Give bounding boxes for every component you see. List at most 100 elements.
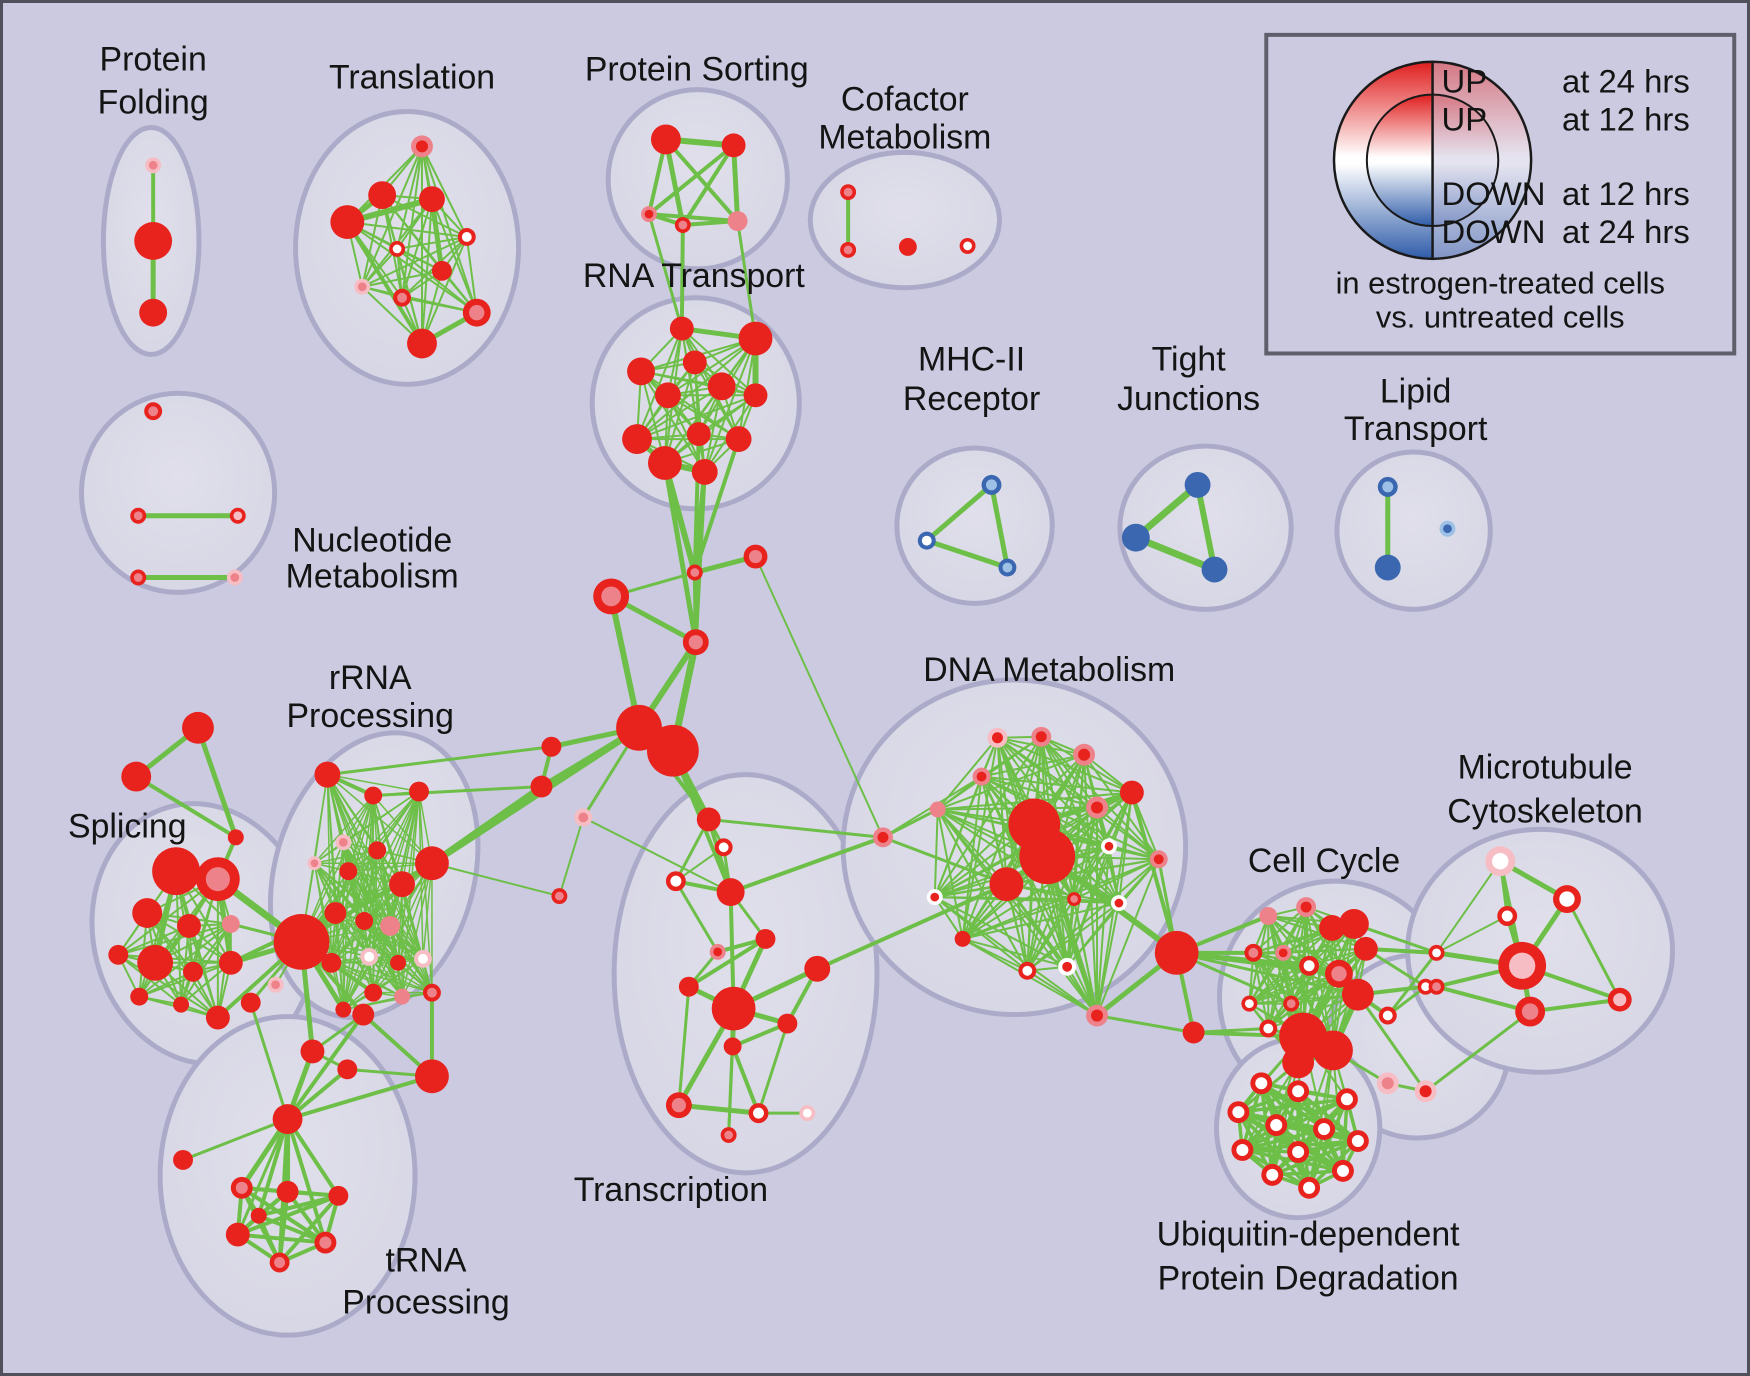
network-node[interactable]	[1121, 523, 1150, 552]
network-node[interactable]	[1182, 1021, 1205, 1044]
network-node[interactable]	[221, 915, 240, 933]
network-node[interactable]	[218, 950, 243, 975]
network-node[interactable]	[1259, 907, 1278, 925]
network-node[interactable]	[462, 298, 491, 327]
network-node[interactable]	[415, 1059, 449, 1094]
network-node[interactable]	[686, 564, 703, 581]
network-node[interactable]	[799, 1105, 816, 1122]
network-node[interactable]	[330, 205, 365, 239]
network-node[interactable]	[457, 228, 476, 246]
network-node[interactable]	[1058, 957, 1077, 976]
network-node[interactable]	[422, 983, 441, 1002]
network-node[interactable]	[314, 761, 341, 788]
network-node[interactable]	[364, 983, 383, 1002]
network-node[interactable]	[654, 382, 681, 409]
network-node[interactable]	[1073, 743, 1096, 766]
network-node[interactable]	[1184, 471, 1211, 498]
network-node[interactable]	[738, 321, 773, 356]
network-node[interactable]	[394, 988, 411, 1005]
network-node[interactable]	[987, 727, 1008, 748]
network-node[interactable]	[1031, 726, 1052, 747]
network-node[interactable]	[321, 952, 342, 973]
network-node[interactable]	[1607, 987, 1632, 1012]
network-node[interactable]	[1378, 1006, 1397, 1025]
network-node[interactable]	[840, 184, 857, 201]
network-node[interactable]	[355, 912, 374, 930]
network-node[interactable]	[409, 781, 429, 802]
network-node[interactable]	[1241, 995, 1258, 1012]
network-node[interactable]	[183, 961, 203, 982]
network-node[interactable]	[389, 240, 406, 257]
network-node[interactable]	[132, 898, 163, 928]
network-node[interactable]	[1244, 943, 1263, 962]
network-node[interactable]	[273, 914, 330, 970]
network-node[interactable]	[1341, 978, 1374, 1011]
network-node[interactable]	[1086, 1004, 1108, 1027]
network-node[interactable]	[1067, 892, 1082, 907]
network-node[interactable]	[707, 372, 736, 401]
network-node[interactable]	[307, 856, 322, 871]
network-node[interactable]	[641, 206, 657, 223]
network-node[interactable]	[324, 902, 347, 924]
network-node[interactable]	[755, 928, 776, 949]
network-node[interactable]	[674, 217, 691, 233]
network-node[interactable]	[414, 949, 432, 968]
network-node[interactable]	[1154, 930, 1199, 975]
network-node[interactable]	[1287, 1141, 1310, 1163]
network-node[interactable]	[725, 426, 752, 453]
network-node[interactable]	[723, 1037, 742, 1056]
network-node[interactable]	[743, 544, 768, 569]
network-node[interactable]	[1325, 959, 1353, 988]
network-node[interactable]	[627, 357, 655, 386]
network-node[interactable]	[121, 761, 152, 792]
network-node[interactable]	[1298, 1176, 1321, 1199]
network-node[interactable]	[1376, 1072, 1399, 1095]
network-node[interactable]	[205, 1005, 230, 1030]
network-node[interactable]	[1019, 828, 1076, 885]
network-node[interactable]	[230, 1176, 253, 1199]
network-node[interactable]	[777, 1013, 798, 1034]
network-node[interactable]	[360, 947, 379, 966]
network-node[interactable]	[972, 767, 991, 786]
network-node[interactable]	[665, 871, 686, 892]
network-node[interactable]	[716, 878, 745, 907]
network-node[interactable]	[530, 775, 553, 798]
network-node[interactable]	[1498, 941, 1547, 990]
network-node[interactable]	[368, 841, 387, 860]
network-node[interactable]	[989, 867, 1024, 902]
network-node[interactable]	[134, 222, 173, 260]
network-node[interactable]	[669, 316, 694, 341]
network-node[interactable]	[1353, 936, 1378, 961]
network-node[interactable]	[139, 298, 168, 327]
network-node[interactable]	[1201, 556, 1228, 583]
network-node[interactable]	[240, 992, 261, 1013]
network-node[interactable]	[1250, 1072, 1273, 1095]
network-node[interactable]	[1261, 1163, 1284, 1186]
network-node[interactable]	[300, 1039, 325, 1064]
network-node[interactable]	[721, 133, 746, 158]
network-node[interactable]	[1110, 895, 1127, 912]
network-node[interactable]	[418, 186, 445, 213]
network-node[interactable]	[929, 801, 946, 818]
network-node[interactable]	[682, 629, 709, 656]
network-node[interactable]	[173, 1149, 193, 1170]
network-node[interactable]	[1335, 1088, 1358, 1111]
network-node[interactable]	[195, 857, 240, 902]
network-node[interactable]	[665, 1092, 692, 1119]
network-node[interactable]	[354, 278, 371, 295]
network-node[interactable]	[250, 1207, 267, 1224]
network-node[interactable]	[144, 402, 163, 421]
network-node[interactable]	[314, 1231, 337, 1254]
network-node[interactable]	[1414, 1080, 1437, 1103]
network-node[interactable]	[335, 834, 352, 851]
network-node[interactable]	[926, 889, 943, 906]
network-node[interactable]	[411, 135, 433, 158]
network-node[interactable]	[650, 124, 681, 155]
network-node[interactable]	[1428, 978, 1445, 995]
network-node[interactable]	[1018, 961, 1037, 980]
network-node[interactable]	[840, 241, 857, 258]
network-node[interactable]	[1101, 838, 1117, 855]
network-node[interactable]	[267, 976, 284, 993]
network-node[interactable]	[137, 944, 174, 981]
network-node[interactable]	[269, 1252, 290, 1273]
